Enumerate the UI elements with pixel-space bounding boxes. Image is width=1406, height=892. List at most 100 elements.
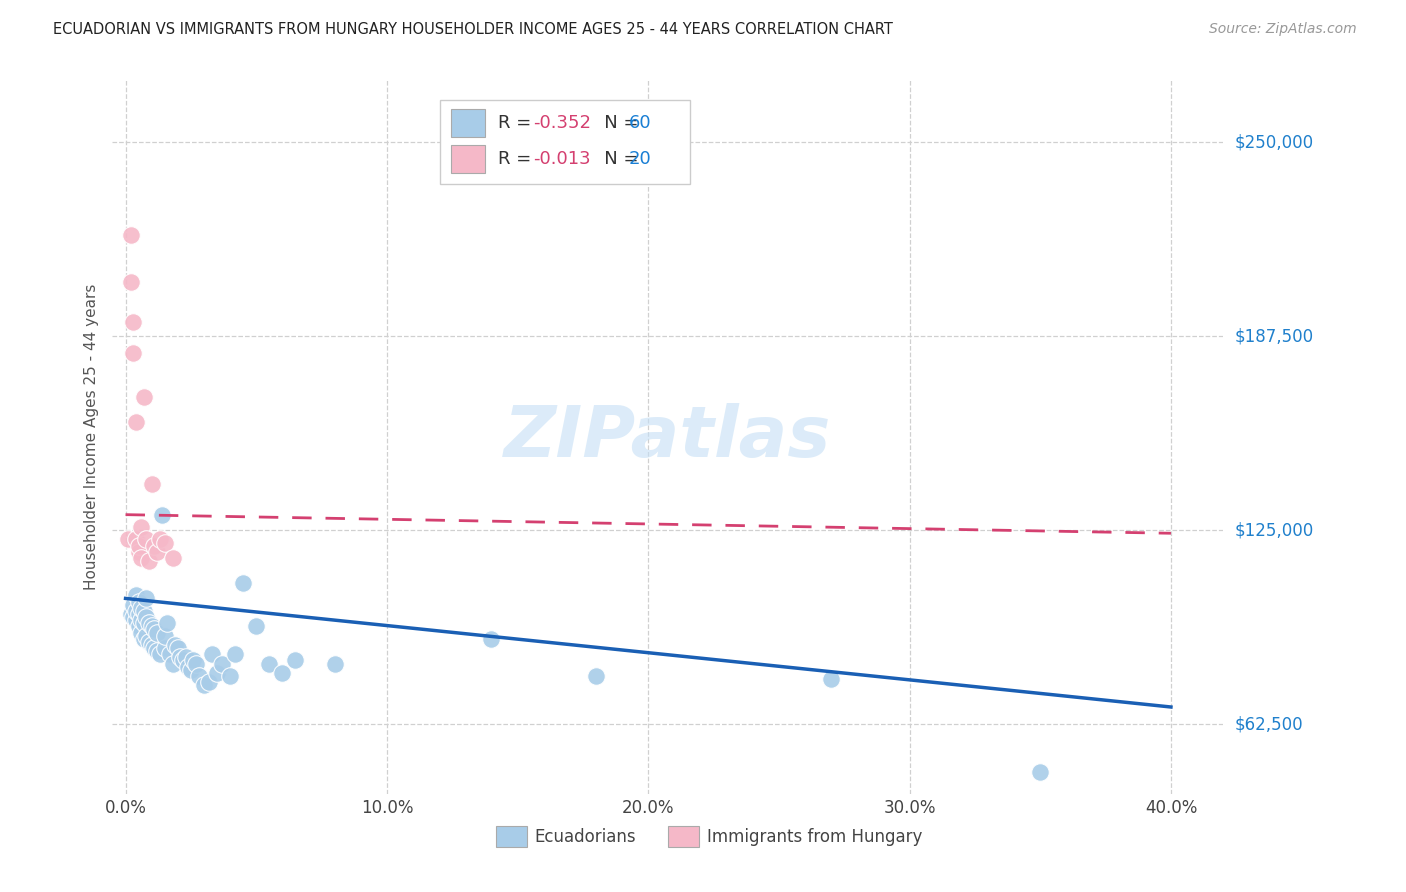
Point (271, 665, 294, 680)
Point (141, 619, 163, 633)
Point (323, 657, 346, 671)
Text: ZIPatlas: ZIPatlas (505, 402, 831, 472)
Text: $250,000: $250,000 (1234, 133, 1313, 152)
Point (129, 613, 152, 627)
Point (143, 539, 166, 553)
Text: R =: R = (498, 150, 537, 168)
Text: 20: 20 (628, 150, 652, 168)
Text: Immigrants from Hungary: Immigrants from Hungary (707, 828, 922, 846)
Text: 60: 60 (628, 114, 651, 132)
Point (138, 554, 160, 568)
Point (150, 508, 173, 522)
FancyBboxPatch shape (451, 145, 485, 173)
Point (125, 613, 148, 627)
Point (153, 535, 176, 549)
Point (232, 575, 254, 590)
Point (141, 638, 163, 652)
Point (172, 653, 194, 667)
Point (245, 619, 267, 633)
Point (156, 616, 179, 631)
Point (146, 545, 169, 559)
Text: N =: N = (586, 150, 644, 168)
Point (138, 616, 160, 631)
Text: R =: R = (498, 114, 537, 132)
Point (259, 657, 281, 671)
Point (180, 663, 202, 677)
Point (120, 275, 142, 289)
Point (820, 672, 842, 686)
Point (585, 669, 607, 683)
Point (143, 641, 166, 656)
Point (122, 346, 145, 360)
Point (162, 657, 184, 671)
Point (201, 647, 224, 661)
Point (143, 623, 166, 637)
FancyBboxPatch shape (668, 826, 699, 847)
Point (117, 533, 139, 547)
Point (166, 641, 188, 656)
Point (135, 629, 157, 643)
Text: $125,000: $125,000 (1234, 521, 1313, 539)
FancyBboxPatch shape (496, 826, 527, 847)
Point (148, 533, 170, 547)
Point (138, 635, 160, 649)
Point (122, 598, 145, 612)
Point (128, 619, 150, 633)
Point (481, 632, 503, 646)
Point (174, 650, 197, 665)
Point (211, 657, 233, 671)
Point (120, 607, 142, 621)
Text: Ecuadorians: Ecuadorians (534, 828, 636, 846)
Text: -0.352: -0.352 (533, 114, 592, 132)
Point (1029, 765, 1052, 780)
Point (165, 638, 187, 652)
Point (159, 647, 181, 661)
Point (132, 390, 155, 404)
Point (224, 647, 246, 661)
Point (135, 610, 157, 624)
Text: ECUADORIAN VS IMMIGRANTS FROM HUNGARY HOUSEHOLDER INCOME AGES 25 - 44 YEARS CORR: ECUADORIAN VS IMMIGRANTS FROM HUNGARY HO… (53, 22, 893, 37)
Point (146, 625, 169, 640)
Point (162, 551, 184, 566)
Point (183, 653, 205, 667)
Point (187, 669, 209, 683)
Point (125, 415, 148, 429)
Point (122, 610, 145, 624)
Point (141, 476, 163, 491)
Point (128, 539, 150, 553)
Point (153, 641, 176, 656)
Point (135, 533, 157, 547)
FancyBboxPatch shape (451, 109, 485, 137)
Point (125, 604, 148, 618)
Point (132, 604, 155, 618)
Point (184, 657, 207, 671)
Text: Source: ZipAtlas.com: Source: ZipAtlas.com (1209, 22, 1357, 37)
Text: $187,500: $187,500 (1234, 327, 1313, 345)
Text: N =: N = (586, 114, 644, 132)
Point (129, 520, 152, 534)
Point (132, 632, 155, 646)
Point (205, 665, 228, 680)
Point (128, 594, 150, 608)
Point (128, 545, 150, 559)
Point (169, 650, 191, 665)
Point (129, 600, 152, 615)
Point (219, 669, 242, 683)
Point (132, 616, 155, 631)
FancyBboxPatch shape (440, 100, 690, 184)
Point (122, 315, 145, 329)
Point (129, 551, 152, 566)
Point (128, 607, 150, 621)
Point (193, 678, 215, 692)
Point (125, 588, 148, 602)
Point (177, 659, 200, 673)
Point (125, 533, 148, 547)
Point (129, 625, 152, 640)
Point (153, 629, 176, 643)
Point (146, 644, 169, 658)
Text: $62,500: $62,500 (1234, 715, 1303, 733)
Point (198, 675, 221, 690)
Point (148, 647, 170, 661)
Y-axis label: Householder Income Ages 25 - 44 years: Householder Income Ages 25 - 44 years (84, 284, 100, 591)
Text: -0.013: -0.013 (533, 150, 591, 168)
